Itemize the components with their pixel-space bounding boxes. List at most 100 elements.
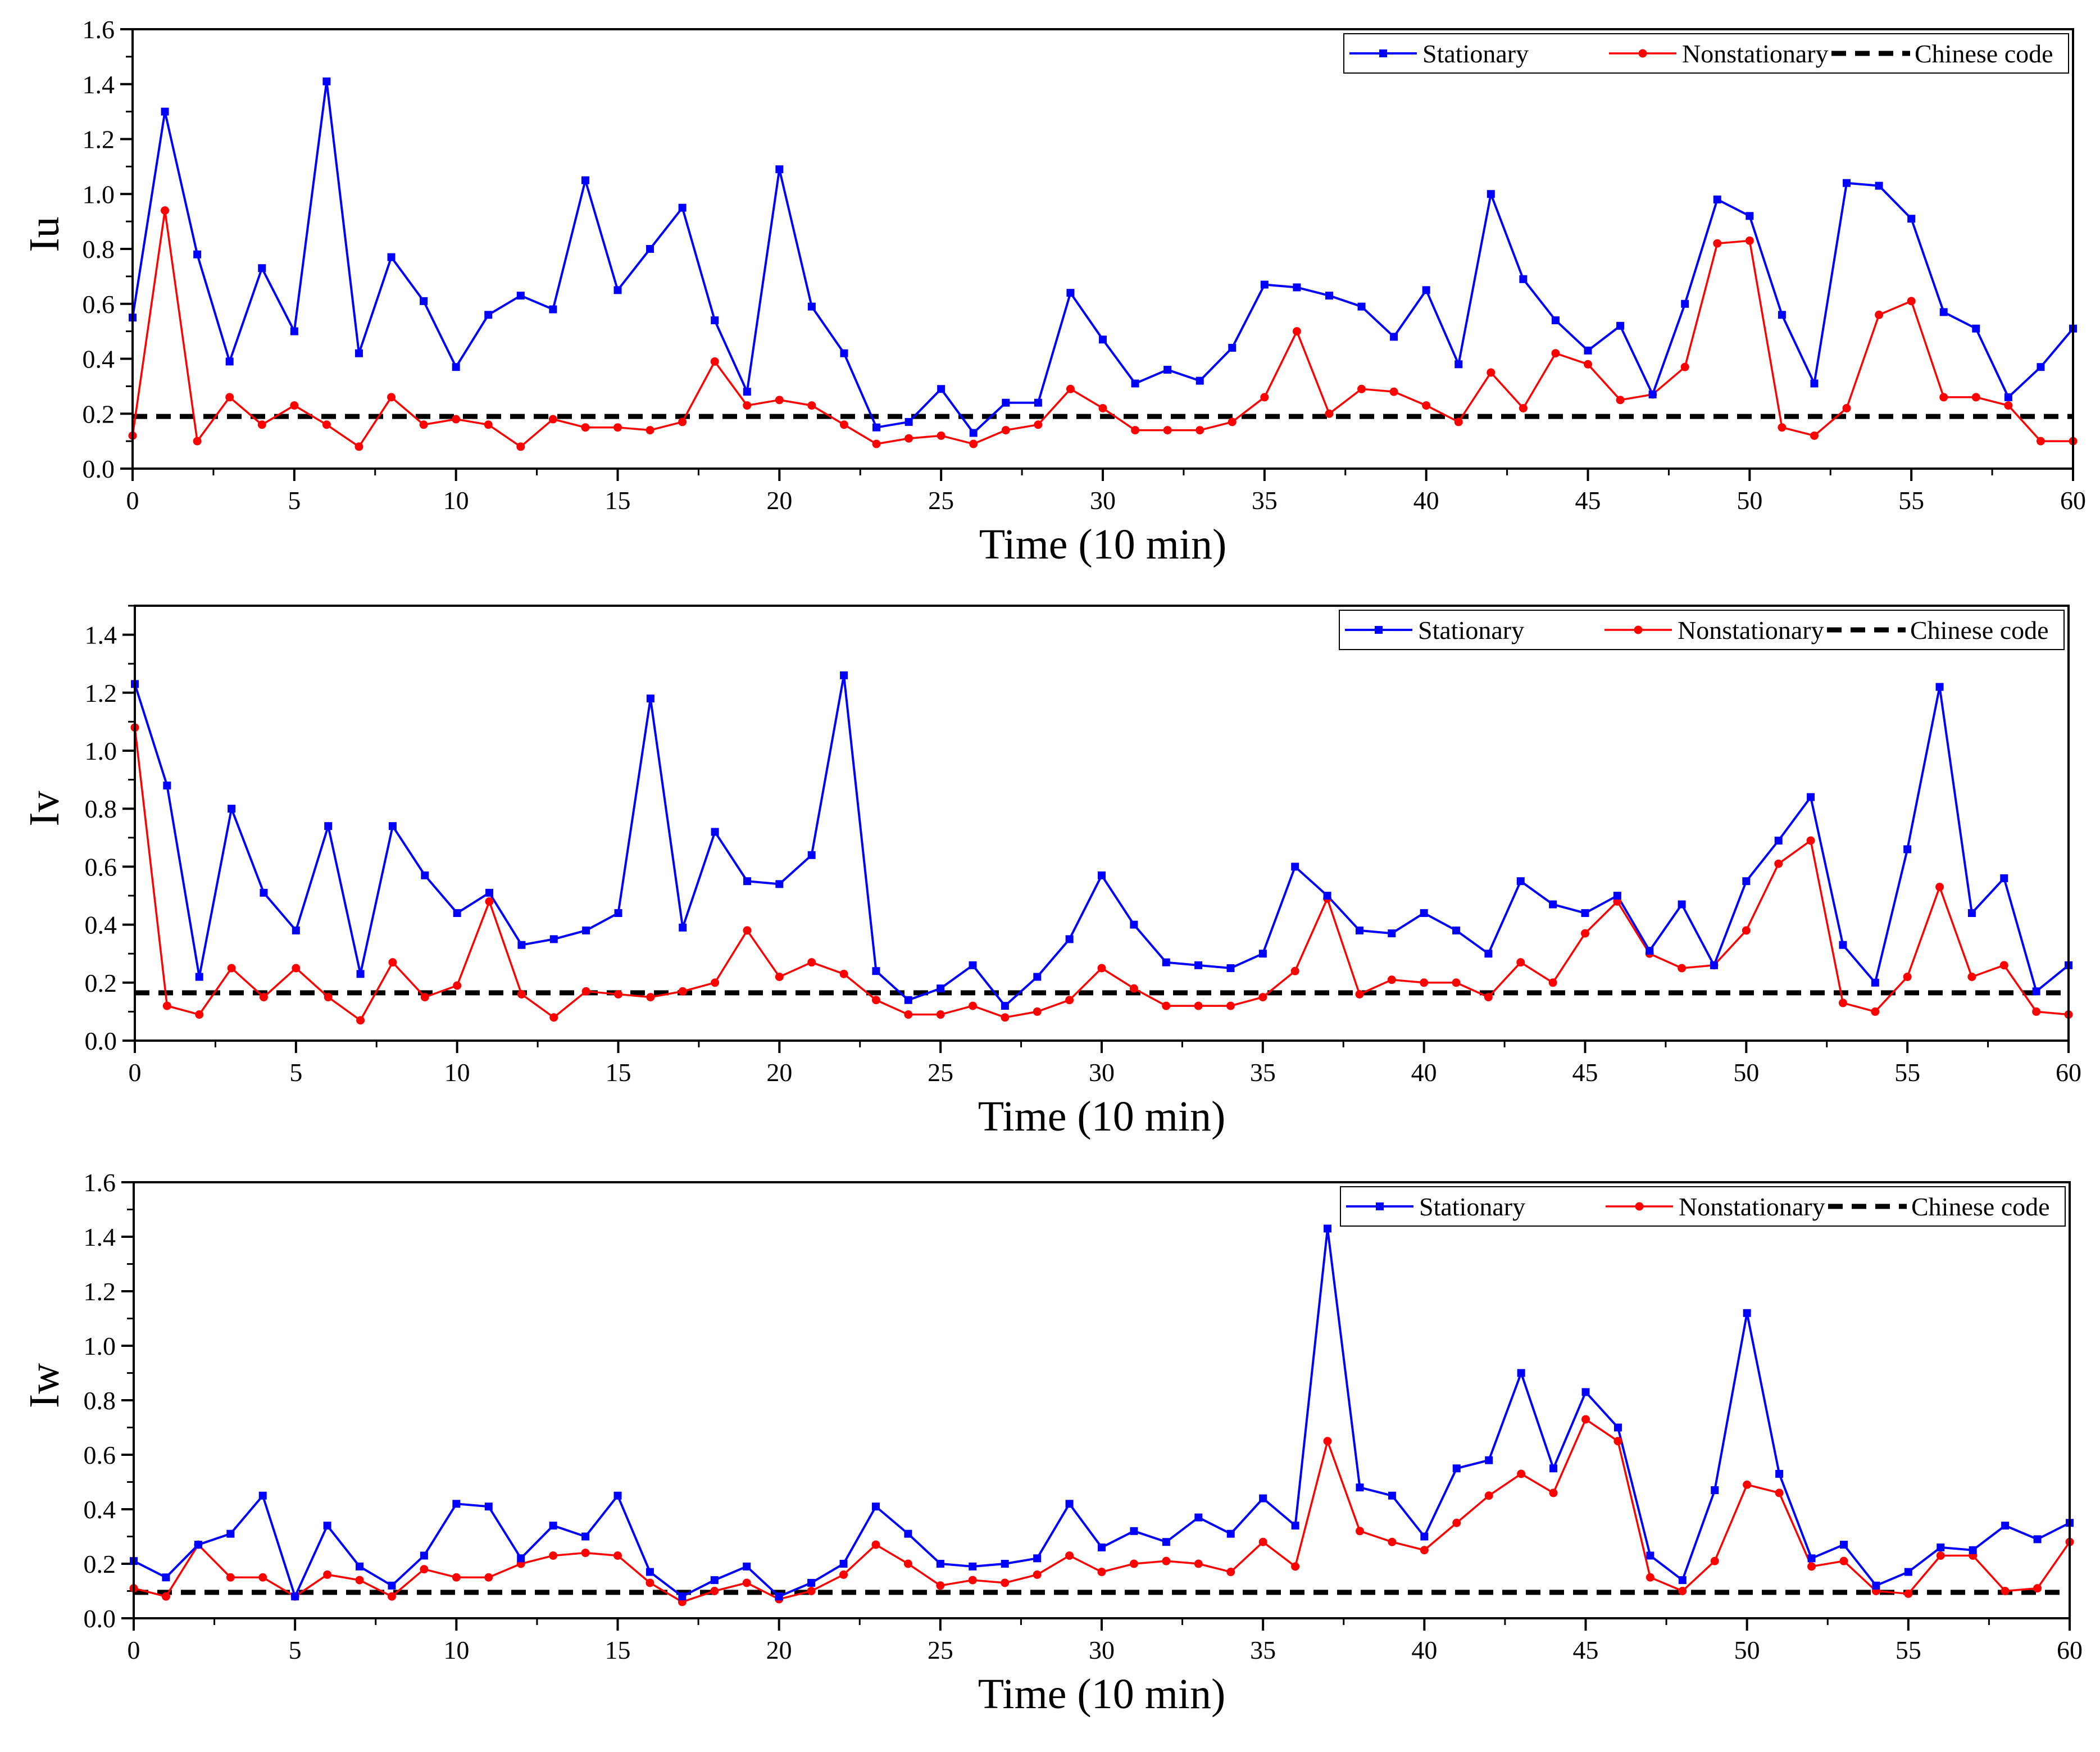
iu-nonstationary-point bbox=[2036, 437, 2045, 446]
iu-y-tick-label: 0.0 bbox=[83, 455, 115, 483]
iu-stationary-point bbox=[484, 311, 493, 319]
iw-nonstationary-point bbox=[355, 1576, 364, 1585]
iv-legend-nonstationary-marker bbox=[1634, 625, 1643, 634]
iu-nonstationary-point bbox=[1389, 387, 1398, 396]
iw-legend: Stationary Nonstationary Chinese code bbox=[1340, 1186, 2066, 1227]
iv-nonstationary-point bbox=[2032, 1007, 2041, 1016]
iw-stationary-point bbox=[1033, 1554, 1042, 1563]
iu-nonstationary-point bbox=[1745, 236, 1754, 245]
iw-nonstationary-point bbox=[1710, 1556, 1719, 1565]
iw-nonstationary-point bbox=[420, 1565, 429, 1574]
iu-nonstationary-point bbox=[1810, 431, 1819, 440]
chart-panel-iv: 0 5 10 15 20 25 30 35 40 45 50 55 60 0.0 0.2 0.4 0.6 0.8 1… bbox=[21, 605, 2081, 1140]
iu-stationary-point bbox=[1584, 346, 1592, 355]
iu-stationary-point bbox=[1390, 333, 1398, 341]
iv-nonstationary-point bbox=[969, 1001, 978, 1010]
iw-nonstationary-point bbox=[1129, 1559, 1138, 1568]
iv-nonstationary-point bbox=[1742, 926, 1751, 935]
iv-stationary-point bbox=[1033, 973, 1042, 981]
iw-stationary-point bbox=[1839, 1541, 1848, 1549]
iv-stationary-point bbox=[356, 970, 365, 978]
iv-legend-code-label: Chinese code bbox=[1910, 616, 2049, 644]
iu-nonstationary-point bbox=[1228, 417, 1237, 426]
iu-stationary-point bbox=[354, 349, 363, 357]
iu-stationary-point bbox=[290, 327, 298, 335]
iv-nonstationary-point bbox=[324, 993, 333, 1002]
iw-nonstationary-point bbox=[1839, 1556, 1848, 1565]
iw-stationary-point bbox=[162, 1573, 170, 1582]
iv-stationary-point bbox=[1613, 892, 1621, 900]
iu-nonstationary-point bbox=[516, 442, 525, 451]
iu-nonstationary-point bbox=[1907, 297, 1916, 306]
iw-x-tick-label: 35 bbox=[1250, 1636, 1276, 1664]
iw-stationary-point bbox=[581, 1532, 590, 1541]
iv-stationary-point bbox=[646, 695, 654, 703]
iw-y-tick-label: 0.6 bbox=[84, 1441, 116, 1469]
iu-y-tick-label: 1.0 bbox=[83, 180, 115, 208]
iv-nonstationary-point bbox=[711, 978, 720, 987]
iu-nonstationary-point bbox=[1875, 310, 1884, 319]
iv-x-tick-label: 5 bbox=[289, 1058, 302, 1087]
iw-stationary-point bbox=[1613, 1423, 1622, 1432]
iw-x-axis-title: Time (10 min) bbox=[978, 1671, 1226, 1718]
iu-x-tick-label: 40 bbox=[1413, 486, 1439, 515]
iu-stationary-point bbox=[516, 292, 525, 300]
iw-stationary-point bbox=[1388, 1491, 1396, 1500]
iv-y-tick-label: 0.4 bbox=[85, 911, 117, 939]
iw-nonstationary-point bbox=[484, 1573, 493, 1582]
iw-stationary-point bbox=[1098, 1543, 1106, 1551]
iv-y-tick-label: 1.4 bbox=[85, 621, 117, 650]
iw-nonstationary-point bbox=[1743, 1480, 1752, 1489]
iu-nonstationary-point bbox=[452, 415, 461, 424]
iu-stationary-point bbox=[1810, 379, 1819, 388]
iw-ticks: 0 5 10 15 20 25 30 35 40 45 50 55 60 0.0 0.2 0.4 0.6 0.8 1… bbox=[84, 1168, 2083, 1664]
iw-nonstationary-point bbox=[1581, 1415, 1590, 1424]
iw-nonstationary-point bbox=[387, 1592, 396, 1601]
iu-nonstationary-point bbox=[161, 206, 170, 215]
iv-nonstationary-point bbox=[1290, 966, 1299, 975]
iv-stationary-point bbox=[743, 877, 751, 886]
iv-nonstationary-point bbox=[1194, 1001, 1203, 1010]
iu-stationary-point bbox=[161, 107, 169, 116]
iw-x-tick-label: 10 bbox=[443, 1636, 469, 1664]
iu-nonstationary-point bbox=[290, 401, 299, 410]
iv-stationary-point bbox=[1839, 941, 1847, 949]
iw-y-tick-label: 0.0 bbox=[84, 1604, 116, 1633]
iv-stationary-point bbox=[1388, 929, 1396, 938]
iw-nonstationary-point bbox=[1936, 1551, 1945, 1560]
iv-nonstationary-point bbox=[1129, 984, 1138, 993]
iu-nonstationary-point bbox=[1778, 423, 1787, 432]
iw-stationary-point bbox=[1485, 1456, 1493, 1464]
iw-legend-stationary-label: Stationary bbox=[1419, 1192, 1525, 1221]
iv-stationary-point bbox=[1774, 836, 1783, 845]
iw-stationary-point bbox=[420, 1551, 428, 1560]
iw-stationary-point bbox=[646, 1568, 654, 1576]
iv-stationary-point bbox=[1742, 877, 1751, 886]
iu-nonstationary-point bbox=[743, 401, 752, 410]
iu-stationary-point bbox=[1843, 179, 1851, 187]
iu-nonstationary-point bbox=[548, 415, 557, 424]
iu-nonstationary-point bbox=[613, 423, 622, 432]
iw-nonstationary-point bbox=[581, 1549, 590, 1558]
iu-x-tick-label: 45 bbox=[1575, 486, 1601, 515]
iv-x-tick-label: 50 bbox=[1733, 1058, 1759, 1087]
iw-y-tick-label: 1.0 bbox=[84, 1332, 116, 1360]
iv-stationary-point bbox=[1258, 950, 1267, 958]
iv-stationary-point bbox=[517, 941, 526, 949]
iu-stationary-point bbox=[1002, 398, 1010, 407]
iv-nonstationary-point bbox=[839, 969, 848, 978]
chart-panel-iw: 0 5 10 15 20 25 30 35 40 45 50 55 60 0.0 0.2 0.4 0.6 0.8 1… bbox=[21, 1168, 2083, 1718]
iu-stationary-point bbox=[549, 305, 557, 314]
iv-nonstationary-point bbox=[420, 993, 429, 1002]
iv-nonstationary-point bbox=[1871, 1007, 1880, 1016]
iv-nonstationary-point bbox=[581, 987, 590, 996]
iu-nonstationary-point bbox=[678, 417, 687, 426]
iw-y-tick-label: 0.2 bbox=[84, 1550, 116, 1578]
iu-legend-stationary-marker bbox=[1379, 49, 1387, 57]
iw-nonstationary-point bbox=[742, 1578, 751, 1587]
iv-stationary-point bbox=[937, 984, 945, 993]
iv-nonstationary-point bbox=[1162, 1001, 1171, 1010]
iw-stationary-point bbox=[1807, 1554, 1816, 1563]
iv-stationary-point bbox=[1549, 900, 1557, 909]
iu-nonstationary-point bbox=[354, 442, 363, 451]
